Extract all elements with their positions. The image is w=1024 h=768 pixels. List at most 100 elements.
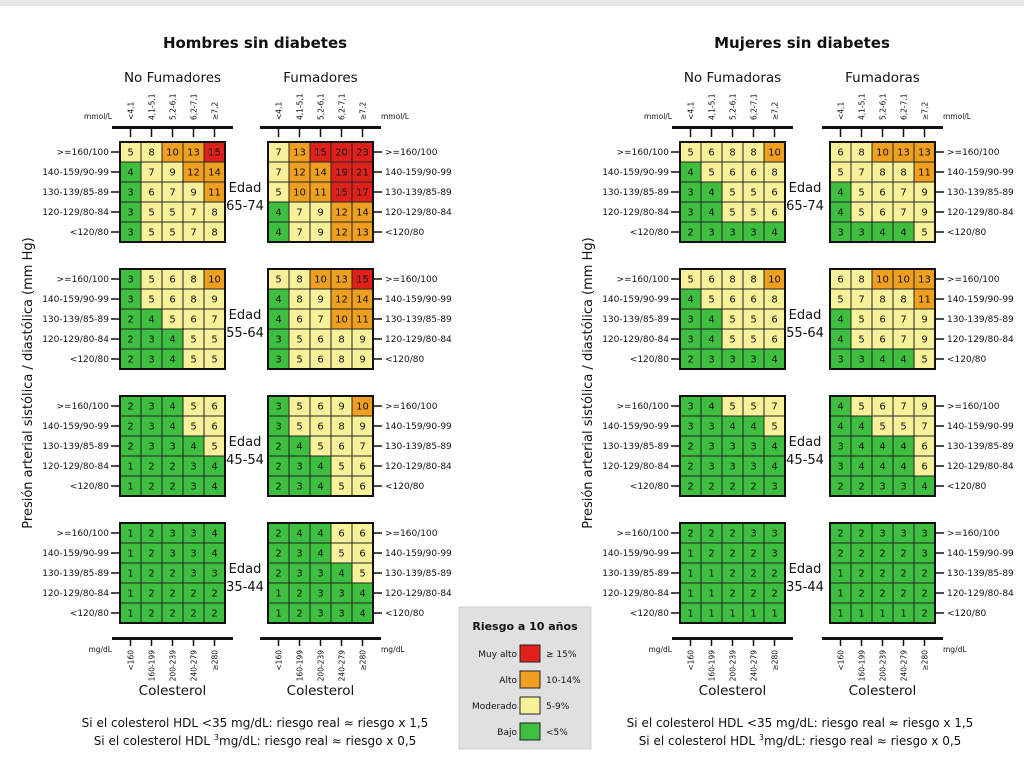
risk-value: 4: [190, 442, 196, 453]
mgdl-unit-label: mg/dL: [943, 645, 967, 654]
bp-label: 120-129/80-84: [602, 335, 669, 345]
bp-tick: [935, 171, 944, 173]
risk-value: 4: [275, 228, 281, 239]
risk-value: 6: [317, 335, 323, 346]
risk-value: 5: [729, 402, 735, 413]
bottom-axis-tick: [902, 640, 905, 646]
bottom-axis-bar: [260, 637, 381, 640]
bp-tick: [935, 552, 944, 554]
risk-value: 14: [356, 295, 369, 306]
risk-value: 6: [708, 275, 714, 286]
bp-label: >=160/100: [617, 402, 670, 412]
risk-value: 3: [190, 549, 196, 560]
bp-label: 140-159/90-99: [602, 549, 669, 559]
mgdl-column-label: 240-279: [900, 650, 909, 682]
risk-value: 7: [296, 208, 302, 219]
risk-value: 2: [275, 529, 281, 540]
mmol-column-label: ≥7,2: [921, 102, 930, 120]
risk-value: 8: [190, 275, 196, 286]
risk-value: 4: [708, 315, 714, 326]
hdl-note-1: Si el colesterol HDL <35 mg/dL: riesgo r…: [627, 716, 974, 730]
risk-value: 3: [296, 482, 302, 493]
risk-value: 4: [879, 355, 885, 366]
risk-value: 4: [708, 208, 714, 219]
risk-value: 3: [127, 188, 133, 199]
bp-label: <120/80: [385, 355, 424, 365]
risk-value: 3: [148, 335, 154, 346]
risk-value: 6: [708, 148, 714, 159]
risk-value: 5: [190, 422, 196, 433]
bp-label: 130-139/85-89: [602, 442, 669, 452]
risk-value: 9: [211, 295, 217, 306]
risk-value: 3: [837, 442, 843, 453]
risk-value: 2: [750, 482, 756, 493]
risk-value: 1: [858, 609, 864, 620]
risk-value: 5: [729, 188, 735, 199]
risk-value: 20: [335, 148, 348, 159]
risk-value: 4: [837, 315, 843, 326]
risk-value: 1: [687, 609, 693, 620]
bp-tick: [935, 612, 944, 614]
risk-value: 2: [211, 589, 217, 600]
bp-tick: [111, 358, 120, 360]
risk-value: 4: [750, 422, 756, 433]
risk-value: 14: [356, 208, 369, 219]
bp-tick: [373, 278, 382, 280]
bp-label: 120-129/80-84: [385, 462, 452, 472]
risk-value: 6: [359, 462, 365, 473]
bp-tick: [671, 211, 680, 213]
risk-value: 1: [127, 609, 133, 620]
risk-value: 3: [879, 482, 885, 493]
risk-value: 6: [771, 315, 777, 326]
bp-label: 130-139/85-89: [602, 188, 669, 198]
risk-value: 8: [296, 275, 302, 286]
risk-value: 15: [356, 275, 369, 286]
bp-tick: [111, 612, 120, 614]
bp-tick: [373, 151, 382, 153]
bp-label: >=160/100: [947, 275, 1000, 285]
risk-value: 3: [296, 462, 302, 473]
risk-value: 7: [771, 402, 777, 413]
risk-value: 5: [296, 402, 302, 413]
risk-value: 1: [127, 569, 133, 580]
mgdl-unit-label: mg/dL: [648, 645, 672, 654]
risk-value: 1: [771, 609, 777, 620]
risk-value: 2: [837, 482, 843, 493]
risk-value: 4: [338, 569, 344, 580]
risk-value: 19: [335, 168, 348, 179]
hdl-note-2-suffix: mg/dL: riesgo real ≈ riesgo x 0,5: [764, 734, 961, 748]
bottom-axis-tick: [340, 640, 343, 646]
risk-value: 23: [356, 148, 369, 159]
bottom-axis-bar: [822, 637, 943, 640]
risk-value: 5: [359, 569, 365, 580]
risk-value: 6: [879, 402, 885, 413]
legend-swatch: [519, 696, 541, 715]
legend-label: Alto: [499, 676, 517, 686]
risk-value: 10: [897, 275, 910, 286]
bp-tick: [935, 191, 944, 193]
risk-value: 14: [208, 168, 221, 179]
bp-tick: [111, 278, 120, 280]
hdl-note-2-sup: 3: [759, 733, 764, 742]
risk-value: 11: [918, 168, 931, 179]
risk-value: 2: [275, 569, 281, 580]
risk-value: 5: [338, 462, 344, 473]
risk-value: 4: [708, 335, 714, 346]
risk-value: 2: [837, 529, 843, 540]
legend-swatch: [519, 722, 541, 741]
risk-value: 6: [750, 295, 756, 306]
bp-label: <120/80: [947, 355, 986, 365]
bp-label: 120-129/80-84: [602, 462, 669, 472]
risk-value: 5: [338, 549, 344, 560]
bp-tick: [373, 191, 382, 193]
risk-value: 17: [356, 188, 369, 199]
bp-label: >=160/100: [385, 275, 438, 285]
bp-tick: [671, 572, 680, 574]
mgdl-unit-label: mg/dL: [88, 645, 112, 654]
bp-label: <120/80: [70, 228, 109, 238]
risk-value: 9: [921, 208, 927, 219]
bp-tick: [935, 318, 944, 320]
risk-value: 3: [837, 355, 843, 366]
risk-value: 1: [127, 529, 133, 540]
mgdl-column-label: 240-279: [190, 650, 199, 682]
